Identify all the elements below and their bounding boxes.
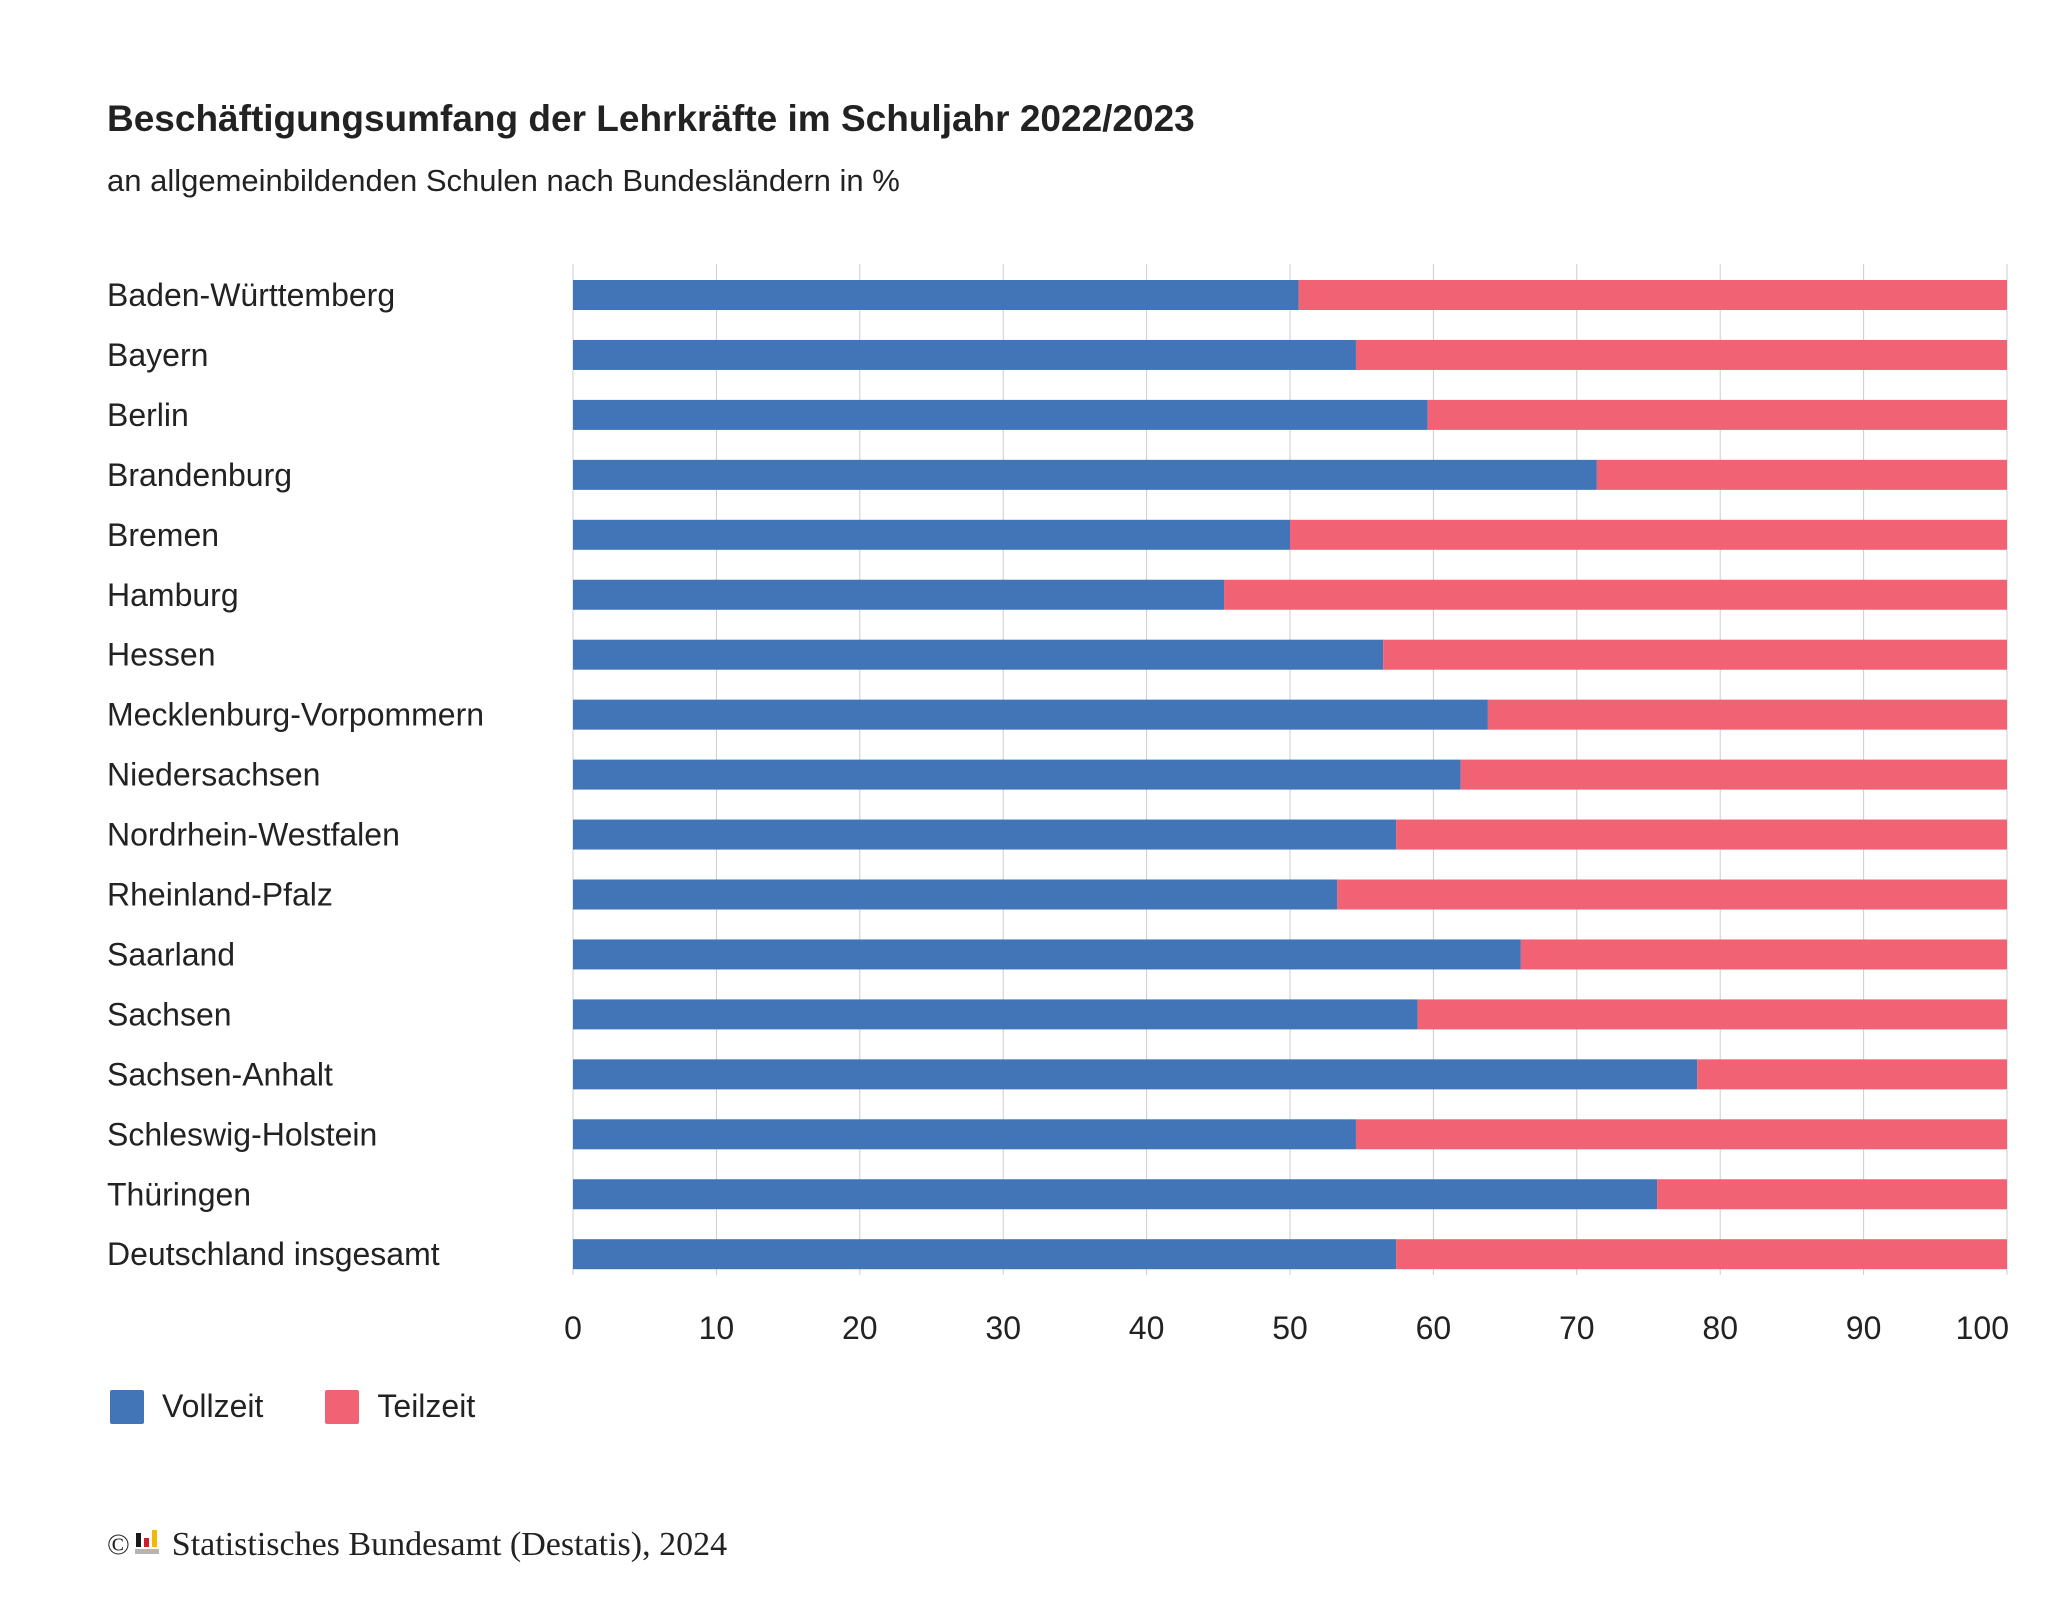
- bar-teilzeit-baden-wurttemberg[interactable]: Baden-Württemberg – Teilzeit: 49.4 %: [1298, 280, 2007, 310]
- bar-vollzeit-hessen[interactable]: Hessen – Vollzeit: 56.5 %: [573, 639, 1384, 670]
- legend-swatch-teilzeit: [325, 1389, 360, 1424]
- legend-swatch-vollzeit: [110, 1389, 144, 1424]
- x-tick-label-0: 0: [564, 1310, 582, 1346]
- category-label-thuringen: Thüringen: [107, 1176, 251, 1212]
- bar-vollzeit-schleswig-holstein[interactable]: Schleswig-Holstein – Vollzeit: 54.6 %: [573, 1119, 1356, 1150]
- category-label-schleswig-holstein: Schleswig-Holstein: [107, 1116, 377, 1152]
- category-label-bayern: Bayern: [107, 337, 208, 373]
- category-label-saarland: Saarland: [107, 936, 235, 972]
- bar-vollzeit-berlin[interactable]: Berlin – Vollzeit: 59.6 %: [573, 399, 1428, 430]
- bar-vollzeit-nordrhein-westfalen[interactable]: Nordrhein-Westfalen – Vollzeit: 57.4 %: [573, 819, 1397, 850]
- source-text: Statistisches Bundesamt (Destatis), 2024: [171, 1526, 728, 1563]
- category-label-baden-wurttemberg: Baden-Württemberg: [107, 277, 395, 313]
- legend-item-teilzeit[interactable]: Teilzeit: [325, 1388, 475, 1425]
- category-label-niedersachsen: Niedersachsen: [107, 757, 320, 793]
- bar-teilzeit-saarland[interactable]: Saarland – Teilzeit: 33.9 %: [1520, 939, 2007, 970]
- category-label-hamburg: Hamburg: [107, 577, 239, 613]
- stacked-bar-chart: Baden-Württemberg – Vollzeit: 50.6 %Bade…: [107, 264, 2009, 1346]
- x-axis-ticks: 0 10 20 30 40 50 60 70 80 90 100: [564, 1310, 2009, 1346]
- bar-teilzeit-sachsen[interactable]: Sachsen – Teilzeit: 41.1 %: [1417, 999, 2007, 1030]
- legend-item-vollzeit[interactable]: Vollzeit: [110, 1388, 263, 1425]
- bar-teilzeit-sachsen-anhalt[interactable]: Sachsen-Anhalt – Teilzeit: 21.6 %: [1697, 1059, 2007, 1090]
- category-label-brandenburg: Brandenburg: [107, 457, 292, 493]
- x-tick-label-90: 90: [1846, 1310, 1882, 1346]
- bar-vollzeit-baden-wurttemberg[interactable]: Baden-Württemberg – Vollzeit: 50.6 %: [573, 280, 1299, 310]
- bar-teilzeit-nordrhein-westfalen[interactable]: Nordrhein-Westfalen – Teilzeit: 42.6 %: [1396, 819, 2007, 850]
- bar-vollzeit-bremen[interactable]: Bremen – Vollzeit: 50 %: [573, 519, 1290, 550]
- bar-teilzeit-hessen[interactable]: Hessen – Teilzeit: 43.5 %: [1383, 639, 2007, 670]
- category-label-rheinland-pfalz: Rheinland-Pfalz: [107, 877, 333, 913]
- bar-vollzeit-saarland[interactable]: Saarland – Vollzeit: 66.1 %: [573, 939, 1521, 970]
- legend-label-teilzeit: Teilzeit: [377, 1388, 476, 1424]
- category-label-sachsen-anhalt: Sachsen-Anhalt: [107, 1056, 333, 1092]
- bars: Baden-Württemberg – Vollzeit: 50.6 %Bade…: [573, 280, 2007, 1270]
- bar-teilzeit-rheinland-pfalz[interactable]: Rheinland-Pfalz – Teilzeit: 46.7 %: [1337, 879, 2007, 910]
- category-label-hessen: Hessen: [107, 637, 216, 673]
- bar-teilzeit-deutschland-insgesamt[interactable]: Deutschland insgesamt – Teilzeit: 42.6 %: [1396, 1239, 2007, 1270]
- x-tick-label-100: 100: [1956, 1310, 2009, 1346]
- bar-teilzeit-thuringen[interactable]: Thüringen – Teilzeit: 24.4 %: [1657, 1179, 2007, 1210]
- bar-vollzeit-brandenburg[interactable]: Brandenburg – Vollzeit: 71.4 %: [573, 459, 1597, 490]
- category-label-mecklenburg-vorpommern: Mecklenburg-Vorpommern: [107, 697, 484, 733]
- copyright-symbol: ©: [107, 1528, 130, 1561]
- bar-teilzeit-bayern[interactable]: Bayern – Teilzeit: 45.4 %: [1355, 339, 2007, 370]
- bar-vollzeit-rheinland-pfalz[interactable]: Rheinland-Pfalz – Vollzeit: 53.3 %: [573, 879, 1338, 910]
- x-tick-label-50: 50: [1272, 1310, 1308, 1346]
- bar-vollzeit-sachsen-anhalt[interactable]: Sachsen-Anhalt – Vollzeit: 78.4 %: [573, 1059, 1698, 1090]
- bar-teilzeit-mecklenburg-vorpommern[interactable]: Mecklenburg-Vorpommern – Teilzeit: 36.2 …: [1487, 699, 2007, 730]
- bar-vollzeit-hamburg[interactable]: Hamburg – Vollzeit: 45.4 %: [573, 579, 1225, 610]
- category-labels: Baden-Württemberg Bayern Berlin Brandenburg…: [107, 277, 484, 1272]
- bar-vollzeit-mecklenburg-vorpommern[interactable]: Mecklenburg-Vorpommern – Vollzeit: 63.8 …: [573, 699, 1488, 730]
- bar-vollzeit-sachsen[interactable]: Sachsen – Vollzeit: 58.9 %: [573, 999, 1418, 1030]
- chart-subtitle: an allgemeinbildenden Schulen nach Bunde…: [107, 163, 900, 198]
- bar-teilzeit-niedersachsen[interactable]: Niedersachsen – Teilzeit: 38.1 %: [1460, 759, 2007, 790]
- bar-teilzeit-schleswig-holstein[interactable]: Schleswig-Holstein – Teilzeit: 45.4 %: [1355, 1119, 2007, 1150]
- legend-label-vollzeit: Vollzeit: [162, 1388, 264, 1424]
- bar-teilzeit-hamburg[interactable]: Hamburg – Teilzeit: 54.6 %: [1224, 579, 2007, 610]
- category-label-bremen: Bremen: [107, 517, 219, 553]
- bar-vollzeit-thuringen[interactable]: Thüringen – Vollzeit: 75.6 %: [573, 1179, 1658, 1210]
- legend: Vollzeit Teilzeit: [110, 1388, 537, 1425]
- bar-teilzeit-berlin[interactable]: Berlin – Teilzeit: 40.4 %: [1427, 399, 2007, 430]
- x-tick-label-60: 60: [1416, 1310, 1452, 1346]
- bar-teilzeit-bremen[interactable]: Bremen – Teilzeit: 50 %: [1290, 519, 2007, 550]
- bar-vollzeit-niedersachsen[interactable]: Niedersachsen – Vollzeit: 61.9 %: [573, 759, 1461, 790]
- source-footer: © Statistisches Bundesamt (Destatis), 20…: [107, 1526, 727, 1564]
- x-tick-label-80: 80: [1702, 1310, 1738, 1346]
- category-label-nordrhein-westfalen: Nordrhein-Westfalen: [107, 817, 400, 853]
- x-tick-label-40: 40: [1129, 1310, 1165, 1346]
- bar-vollzeit-deutschland-insgesamt[interactable]: Deutschland insgesamt – Vollzeit: 57.4 %: [573, 1239, 1397, 1270]
- category-label-deutschland-insgesamt: Deutschland insgesamt: [107, 1236, 440, 1272]
- category-label-sachsen: Sachsen: [107, 996, 232, 1032]
- bar-vollzeit-bayern[interactable]: Bayern – Vollzeit: 54.6 %: [573, 339, 1356, 370]
- bar-teilzeit-brandenburg[interactable]: Brandenburg – Teilzeit: 28.6 %: [1596, 459, 2007, 490]
- destatis-logo-icon: [134, 1526, 162, 1564]
- x-tick-label-70: 70: [1559, 1310, 1595, 1346]
- category-label-berlin: Berlin: [107, 397, 189, 433]
- x-tick-label-20: 20: [842, 1310, 878, 1346]
- x-tick-label-30: 30: [985, 1310, 1021, 1346]
- x-tick-label-10: 10: [699, 1310, 735, 1346]
- chart-title: Beschäftigungsumfang der Lehrkräfte im S…: [107, 98, 1195, 139]
